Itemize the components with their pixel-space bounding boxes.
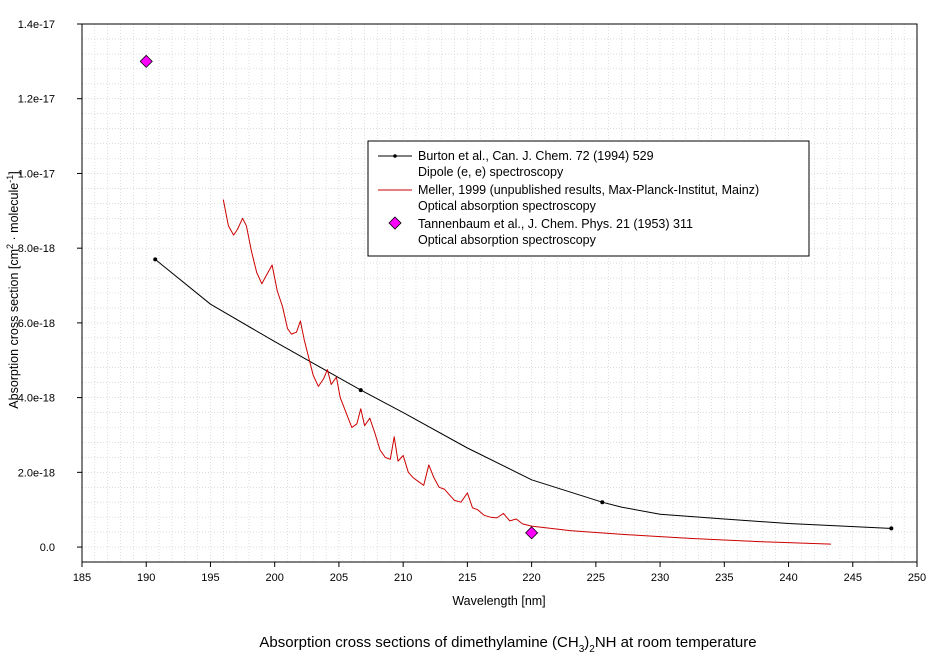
- x-tick-label: 190: [137, 572, 155, 584]
- y-label-prefix: Absorption cross section [cm: [7, 249, 21, 409]
- y-tick-label: 4.0e-18: [18, 393, 55, 405]
- legend-sub-burton: Dipole (e, e) spectroscopy: [418, 165, 564, 179]
- caption-prefix: Absorption cross sections of dimethylami…: [259, 634, 578, 651]
- x-tick-label: 250: [908, 572, 926, 584]
- legend: Burton et al., Can. J. Chem. 72 (1994) 5…: [367, 140, 810, 257]
- caption-sub1: 3: [579, 644, 585, 655]
- x-tick-label: 245: [844, 572, 862, 584]
- y-label-sup2: -1: [5, 175, 15, 183]
- legend-marker-burton: [393, 154, 397, 158]
- series-point-0: [358, 388, 363, 393]
- x-axis-label: Wavelength [nm]: [452, 594, 545, 608]
- y-label-sup1: 2: [5, 244, 15, 249]
- series-line-0: [154, 259, 892, 529]
- series-line-1: [222, 199, 831, 545]
- y-axis-label: Absorption cross section [cm2 · molecule…: [5, 171, 21, 408]
- plot-frame: [81, 23, 918, 563]
- y-label-suffix: ]: [7, 171, 21, 174]
- series-point-2: [525, 526, 539, 540]
- legend-label-meller: Meller, 1999 (unpublished results, Max-P…: [418, 183, 759, 197]
- legend-box: [367, 140, 810, 257]
- x-tick-label: 185: [73, 572, 91, 584]
- series-layer: [139, 54, 894, 545]
- x-tick-label: 230: [651, 572, 669, 584]
- caption-suffix: NH at room temperature: [595, 634, 757, 651]
- x-tick-label: 235: [715, 572, 733, 584]
- legend-marker-tannenbaum: [388, 216, 402, 230]
- x-tick-label: 210: [394, 572, 412, 584]
- grid: [81, 23, 918, 563]
- legend-sub-tannenbaum: Optical absorption spectroscopy: [418, 233, 597, 247]
- x-tick-label: 205: [330, 572, 348, 584]
- x-tick-label: 225: [587, 572, 605, 584]
- y-tick-label: 1.4e-17: [18, 19, 55, 31]
- caption-mid: ): [584, 634, 589, 651]
- x-tick-label: 240: [779, 572, 797, 584]
- chart-caption: Absorption cross sections of dimethylami…: [259, 634, 756, 655]
- x-tick-label: 195: [201, 572, 219, 584]
- series-point-0: [153, 257, 158, 262]
- legend-label-tannenbaum: Tannenbaum et al., J. Chem. Phys. 21 (19…: [418, 217, 693, 231]
- axis-ticks: 185 190 195 200 205 210 215 220 225 230 235 240 245 2…: [18, 19, 926, 584]
- legend-sub-meller: Optical absorption spectroscopy: [418, 199, 597, 213]
- legend-label-burton: Burton et al., Can. J. Chem. 72 (1994) 5…: [418, 149, 654, 163]
- x-tick-label: 220: [522, 572, 540, 584]
- series-point-0: [600, 500, 605, 505]
- y-tick-label: 1.0e-17: [18, 168, 55, 180]
- caption-sub2: 2: [589, 644, 595, 655]
- y-tick-label: 8.0e-18: [18, 243, 55, 255]
- series-point-0: [889, 526, 894, 531]
- y-tick-label: 6.0e-18: [18, 318, 55, 330]
- y-tick-label: 1.2e-17: [18, 94, 55, 106]
- y-tick-label: 2.0e-18: [18, 467, 55, 479]
- x-tick-label: 200: [266, 572, 284, 584]
- y-label-mid: · molecule: [7, 183, 21, 244]
- x-tick-label: 215: [458, 572, 476, 584]
- y-tick-label: 0.0: [40, 542, 55, 554]
- series-point-2: [139, 54, 153, 68]
